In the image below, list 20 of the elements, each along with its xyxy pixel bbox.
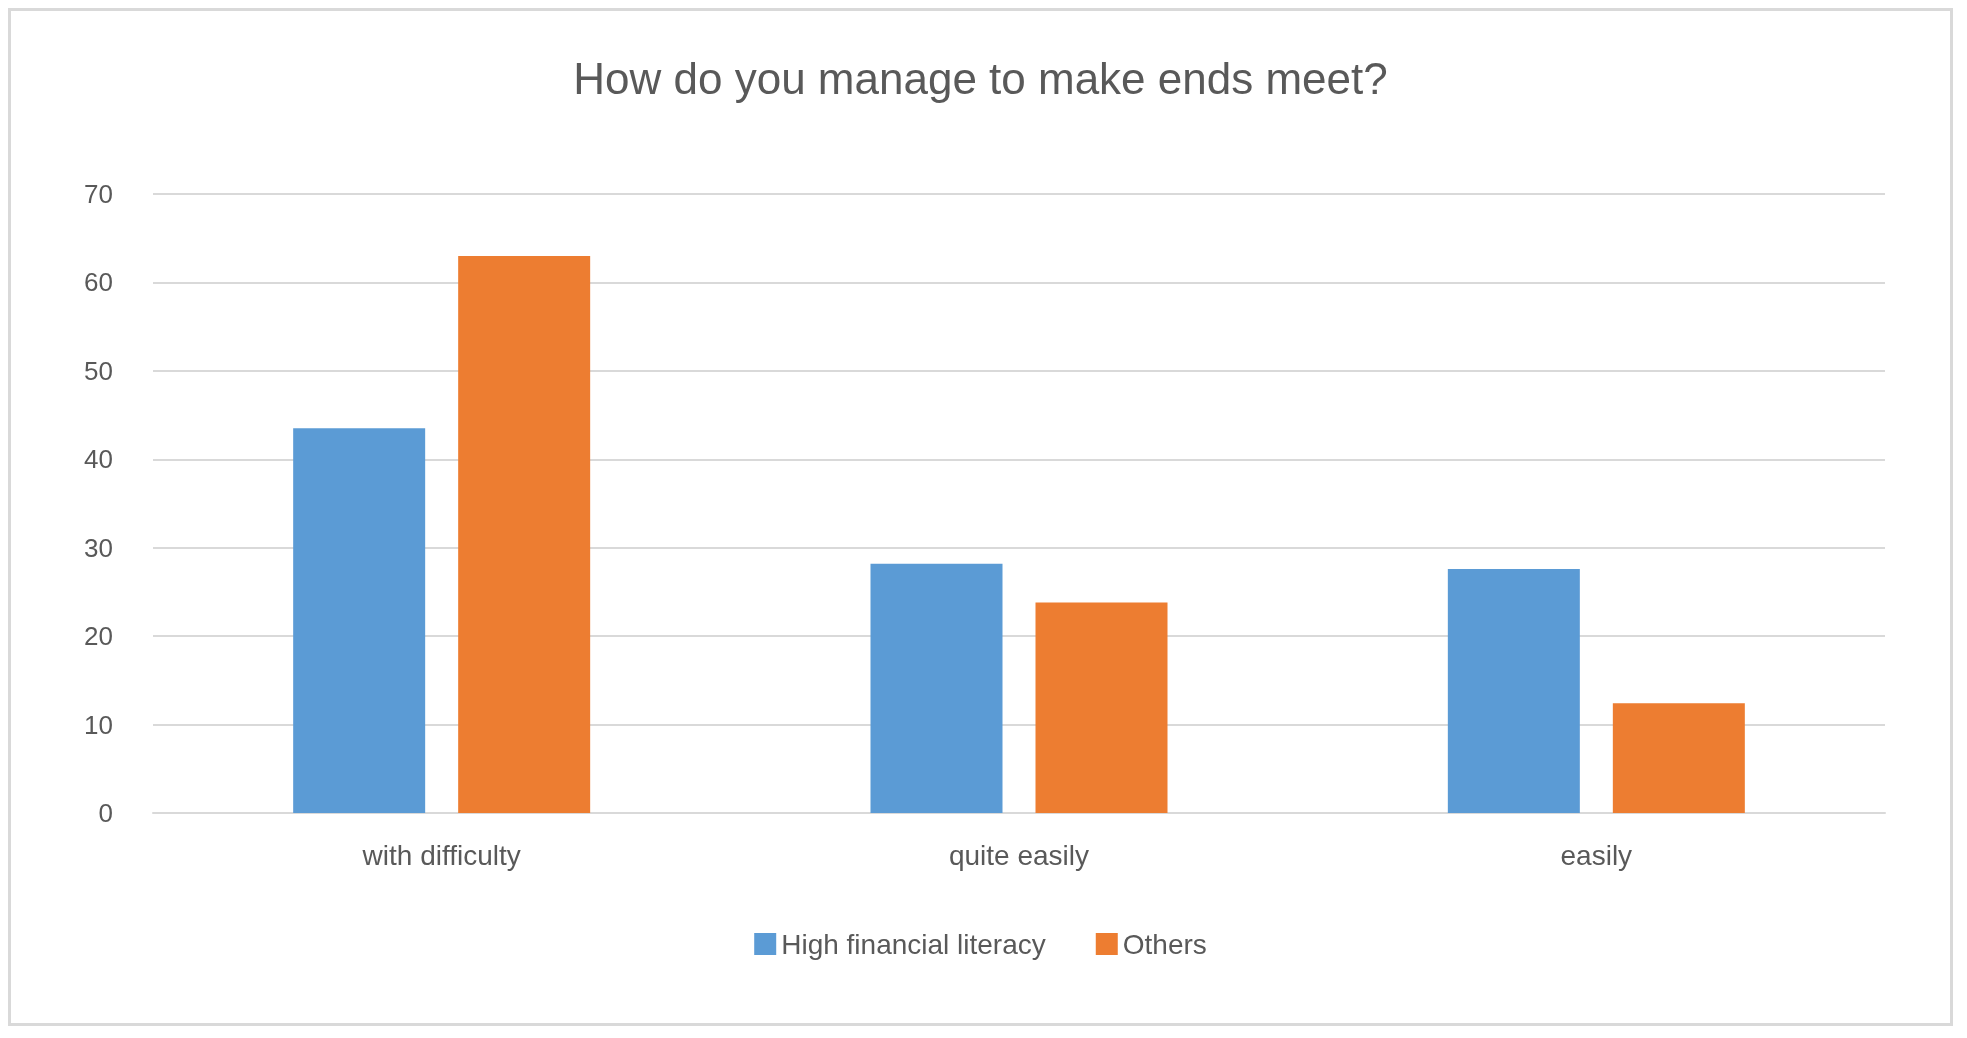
legend-label: Others bbox=[1122, 928, 1207, 960]
y-tick-label: 0 bbox=[98, 798, 113, 828]
x-tick-label: quite easily bbox=[948, 839, 1090, 871]
y-tick-label: 70 bbox=[84, 179, 113, 209]
legend-label: High financial literacy bbox=[781, 928, 1046, 960]
y-tick-label: 10 bbox=[84, 709, 113, 740]
bar bbox=[1612, 703, 1745, 813]
x-tick-label: with difficulty bbox=[361, 839, 521, 871]
y-tick-label: 30 bbox=[84, 532, 113, 563]
bar bbox=[1035, 602, 1168, 813]
bar bbox=[870, 563, 1003, 813]
y-tick-label: 40 bbox=[84, 444, 113, 475]
x-tick-label: easily bbox=[1560, 839, 1633, 871]
y-tick-label: 20 bbox=[84, 621, 113, 652]
chart-title: How do you manage to make ends meet? bbox=[573, 53, 1388, 103]
bar bbox=[458, 255, 591, 813]
bar bbox=[293, 428, 426, 813]
bar bbox=[1447, 568, 1580, 813]
y-tick-label: 60 bbox=[84, 267, 113, 298]
y-tick-label: 50 bbox=[84, 355, 113, 386]
